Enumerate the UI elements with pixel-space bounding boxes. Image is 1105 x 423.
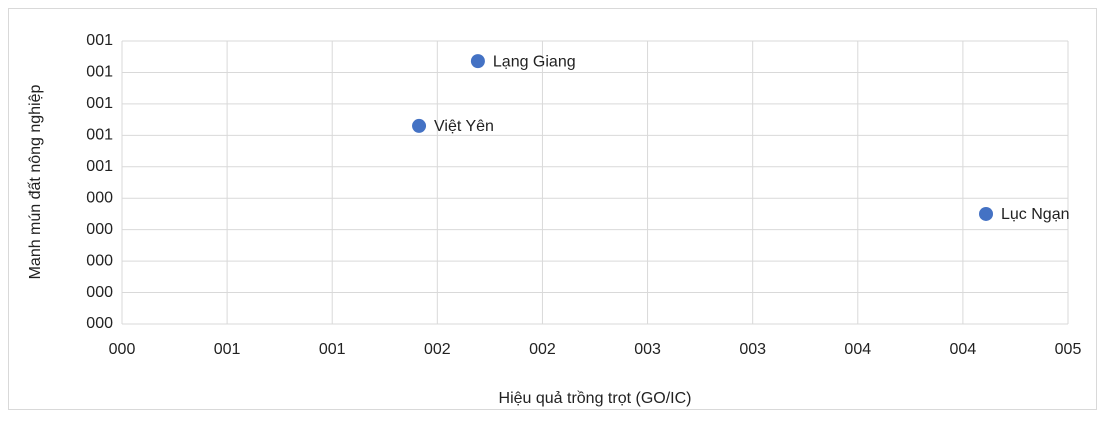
y-tick-label: 000 — [86, 252, 113, 269]
x-tick-label: 001 — [214, 341, 241, 358]
y-tick-label: 001 — [86, 95, 113, 112]
x-tick-label: 004 — [844, 341, 871, 358]
x-tick-label: 001 — [319, 341, 346, 358]
x-tick-label: 003 — [634, 341, 661, 358]
chart-frame — [8, 8, 1097, 410]
y-tick-label: 001 — [86, 127, 113, 144]
y-tick-label: 000 — [86, 284, 113, 301]
x-tick-label: 004 — [950, 341, 977, 358]
x-tick-label: 005 — [1055, 341, 1082, 358]
y-tick-label: 000 — [86, 315, 113, 332]
point — [412, 118, 427, 133]
point — [470, 54, 485, 69]
y-tick-label: 000 — [86, 221, 113, 238]
point-label: Việt Yên — [434, 118, 494, 135]
y-tick-label: 001 — [86, 64, 113, 81]
x-tick-label: 002 — [529, 341, 556, 358]
x-axis-title: Hiệu quả trồng trọt (GO/IC) — [499, 390, 692, 407]
y-axis-title: Manh mún đất nông nghiệp — [27, 84, 44, 279]
x-tick-label: 000 — [109, 341, 136, 358]
point — [979, 206, 994, 221]
x-tick-label: 002 — [424, 341, 451, 358]
y-tick-label: 000 — [86, 189, 113, 206]
point-label: Lục Ngạn — [1001, 206, 1070, 223]
y-tick-label: 001 — [86, 158, 113, 175]
point-label: Lạng Giang — [493, 53, 576, 70]
x-tick-label: 003 — [739, 341, 766, 358]
y-tick-label: 001 — [86, 32, 113, 49]
